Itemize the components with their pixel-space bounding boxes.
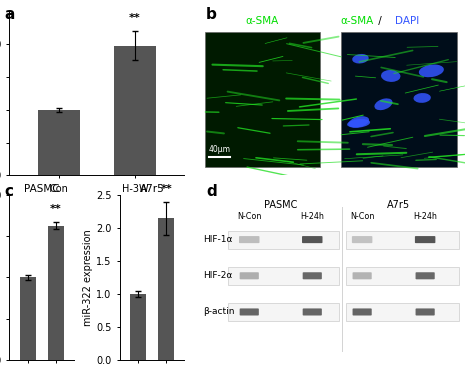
Ellipse shape — [352, 54, 369, 63]
Text: 40μm: 40μm — [209, 145, 230, 154]
Text: **: ** — [160, 184, 172, 193]
Bar — [130, 294, 146, 360]
Text: **: ** — [129, 13, 141, 23]
FancyBboxPatch shape — [303, 308, 322, 316]
Text: H-24h: H-24h — [301, 212, 324, 221]
Bar — [346, 230, 459, 249]
Text: PASMC: PASMC — [264, 200, 298, 210]
Text: α-SMA: α-SMA — [341, 16, 374, 26]
Text: b: b — [206, 7, 217, 22]
Bar — [228, 230, 338, 249]
Title: PASMC: PASMC — [24, 185, 60, 195]
FancyBboxPatch shape — [416, 308, 435, 316]
Bar — [341, 32, 456, 167]
FancyBboxPatch shape — [352, 236, 373, 243]
Title: A7r5: A7r5 — [140, 185, 164, 195]
Bar — [205, 32, 320, 167]
Text: A7r5: A7r5 — [387, 200, 410, 210]
Ellipse shape — [347, 119, 370, 128]
FancyBboxPatch shape — [353, 308, 372, 316]
Bar — [158, 218, 174, 360]
Ellipse shape — [413, 93, 431, 103]
Text: HIF-2α: HIF-2α — [203, 271, 233, 280]
FancyBboxPatch shape — [239, 236, 259, 243]
FancyBboxPatch shape — [353, 272, 372, 279]
Bar — [114, 46, 156, 175]
Text: HIF-1α: HIF-1α — [203, 235, 233, 244]
Text: N-Con: N-Con — [350, 212, 374, 221]
FancyBboxPatch shape — [303, 272, 322, 279]
Bar — [38, 110, 80, 175]
Text: c: c — [5, 184, 14, 199]
Y-axis label: miR-322 expression: miR-322 expression — [83, 229, 93, 326]
FancyBboxPatch shape — [240, 308, 259, 316]
Ellipse shape — [348, 116, 369, 128]
FancyBboxPatch shape — [416, 272, 435, 279]
FancyBboxPatch shape — [240, 272, 259, 279]
FancyBboxPatch shape — [302, 236, 322, 243]
Text: /: / — [375, 16, 385, 26]
Text: DAPI: DAPI — [395, 16, 419, 26]
Ellipse shape — [374, 98, 392, 110]
Bar — [228, 267, 338, 285]
Bar — [346, 303, 459, 321]
Text: N-Con: N-Con — [237, 212, 262, 221]
Text: α-SMA: α-SMA — [246, 16, 279, 26]
FancyBboxPatch shape — [415, 236, 436, 243]
Bar — [48, 226, 64, 360]
Text: β-actin: β-actin — [203, 308, 235, 316]
Bar — [346, 267, 459, 285]
Text: d: d — [206, 184, 217, 199]
Ellipse shape — [419, 65, 444, 77]
Text: H-24h: H-24h — [413, 212, 437, 221]
Ellipse shape — [381, 70, 401, 82]
Text: a: a — [5, 7, 15, 22]
Bar — [228, 303, 338, 321]
Bar — [20, 277, 36, 360]
Text: **: ** — [50, 204, 62, 214]
